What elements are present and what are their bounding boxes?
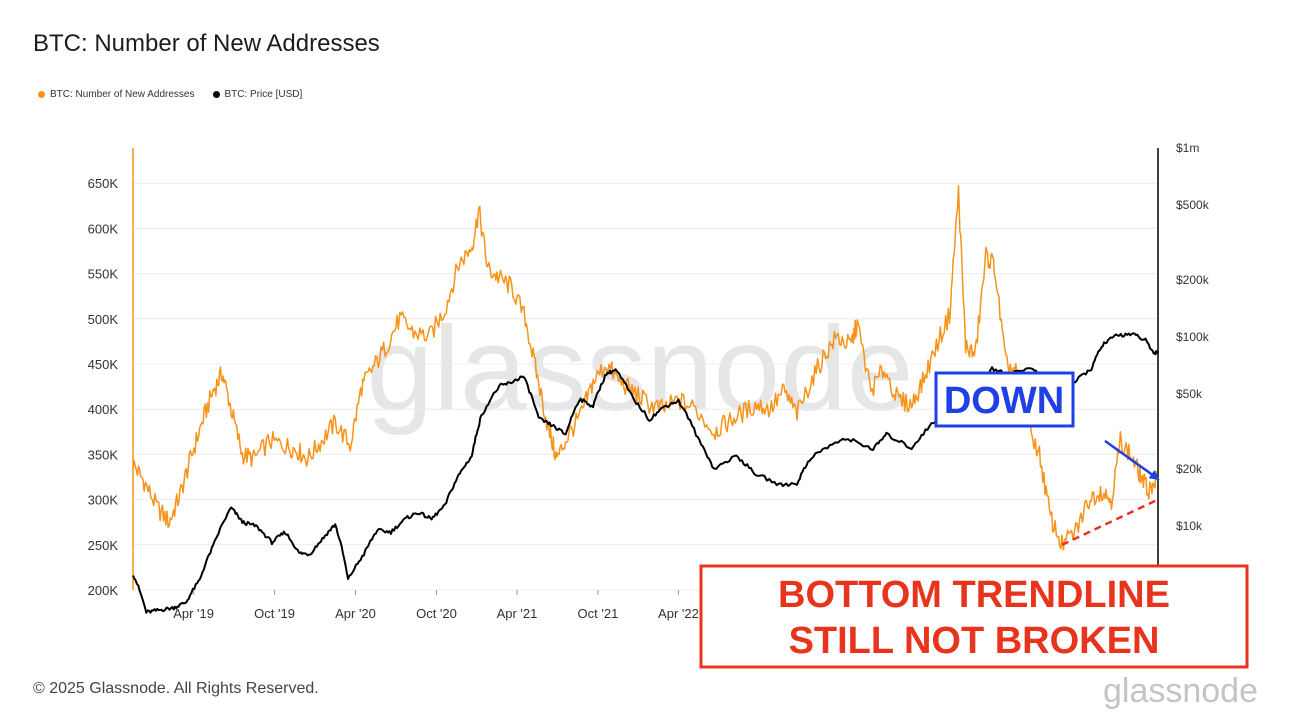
x-tick-label: Oct '19 (254, 606, 295, 621)
y-right-tick-label: $1m (1176, 141, 1199, 155)
legend-item-price[interactable]: BTC: Price [USD] (212, 89, 303, 100)
y-right-tick-label: $100k (1176, 330, 1210, 344)
y-right-tick-label: $500k (1176, 198, 1210, 212)
watermark-logo: glassnode (1103, 672, 1258, 710)
legend-item-new-addresses[interactable]: BTC: Number of New Addresses (38, 89, 195, 100)
down-annotation-box (934, 371, 1075, 428)
chart-title: BTC: Number of New Addresses (33, 30, 380, 57)
series-line-new-addresses (132, 185, 1159, 551)
y-right-tick-label: $20k (1176, 462, 1203, 476)
watermark-center: glassnode (366, 302, 913, 436)
x-tick-label: Apr '20 (335, 606, 376, 621)
bottom-trendline-line1: BOTTOM TRENDLINE (778, 574, 1170, 616)
y-left-tick-label: 600K (88, 221, 119, 236)
down-annotation-text: DOWN (944, 380, 1064, 422)
y-left-tick-label: 400K (88, 402, 119, 417)
y-left-tick-label: 250K (88, 538, 119, 553)
bottom-trendline-line2: STILL NOT BROKEN (789, 620, 1160, 662)
legend-swatch-orange (38, 91, 45, 98)
bottom-trendline-box (699, 564, 1249, 669)
y-left-tick-label: 650K (88, 176, 119, 191)
down-arrow (1104, 439, 1160, 480)
trendline-layer (1061, 439, 1160, 546)
legend: BTC: Number of New Addresses BTC: Price … (38, 89, 302, 100)
y-left-tick-label: 550K (88, 267, 119, 282)
x-tick-label: Oct '21 (578, 606, 619, 621)
copyright-footer: © 2025 Glassnode. All Rights Reserved. (33, 680, 319, 697)
y-left-tick-label: 450K (88, 357, 119, 372)
legend-label-new-addresses: BTC: Number of New Addresses (50, 89, 195, 100)
legend-label-price: BTC: Price [USD] (224, 89, 303, 100)
y-left-tick-label: 200K (88, 583, 119, 598)
y-left-tick-label: 350K (88, 447, 119, 462)
y-right-tick-label: $50k (1176, 387, 1203, 401)
y-left-tick-label: 300K (88, 493, 119, 508)
x-tick-label: Apr '19 (173, 606, 214, 621)
legend-swatch-black (212, 91, 220, 98)
y-right-tick-label: $200k (1176, 273, 1210, 287)
x-axis: Apr '19 Oct '19 Apr '20 Oct '20 Apr '21 Oct '… (173, 590, 699, 621)
x-tick-label: Oct '20 (416, 606, 457, 621)
right-axis: $5k$10k$20k$50k$100k$200k$500k$1m (1157, 141, 1210, 590)
x-tick-label: Apr '22 (658, 606, 699, 621)
x-tick-label: Apr '21 (497, 606, 538, 621)
left-axis: 200K 250K 300K 350K 400K 450K 500K 550K 600K 650K (88, 148, 134, 598)
y-left-tick-label: 500K (88, 312, 119, 327)
y-right-tick-label: $10k (1176, 519, 1203, 533)
bottom-trendline (1061, 498, 1159, 546)
